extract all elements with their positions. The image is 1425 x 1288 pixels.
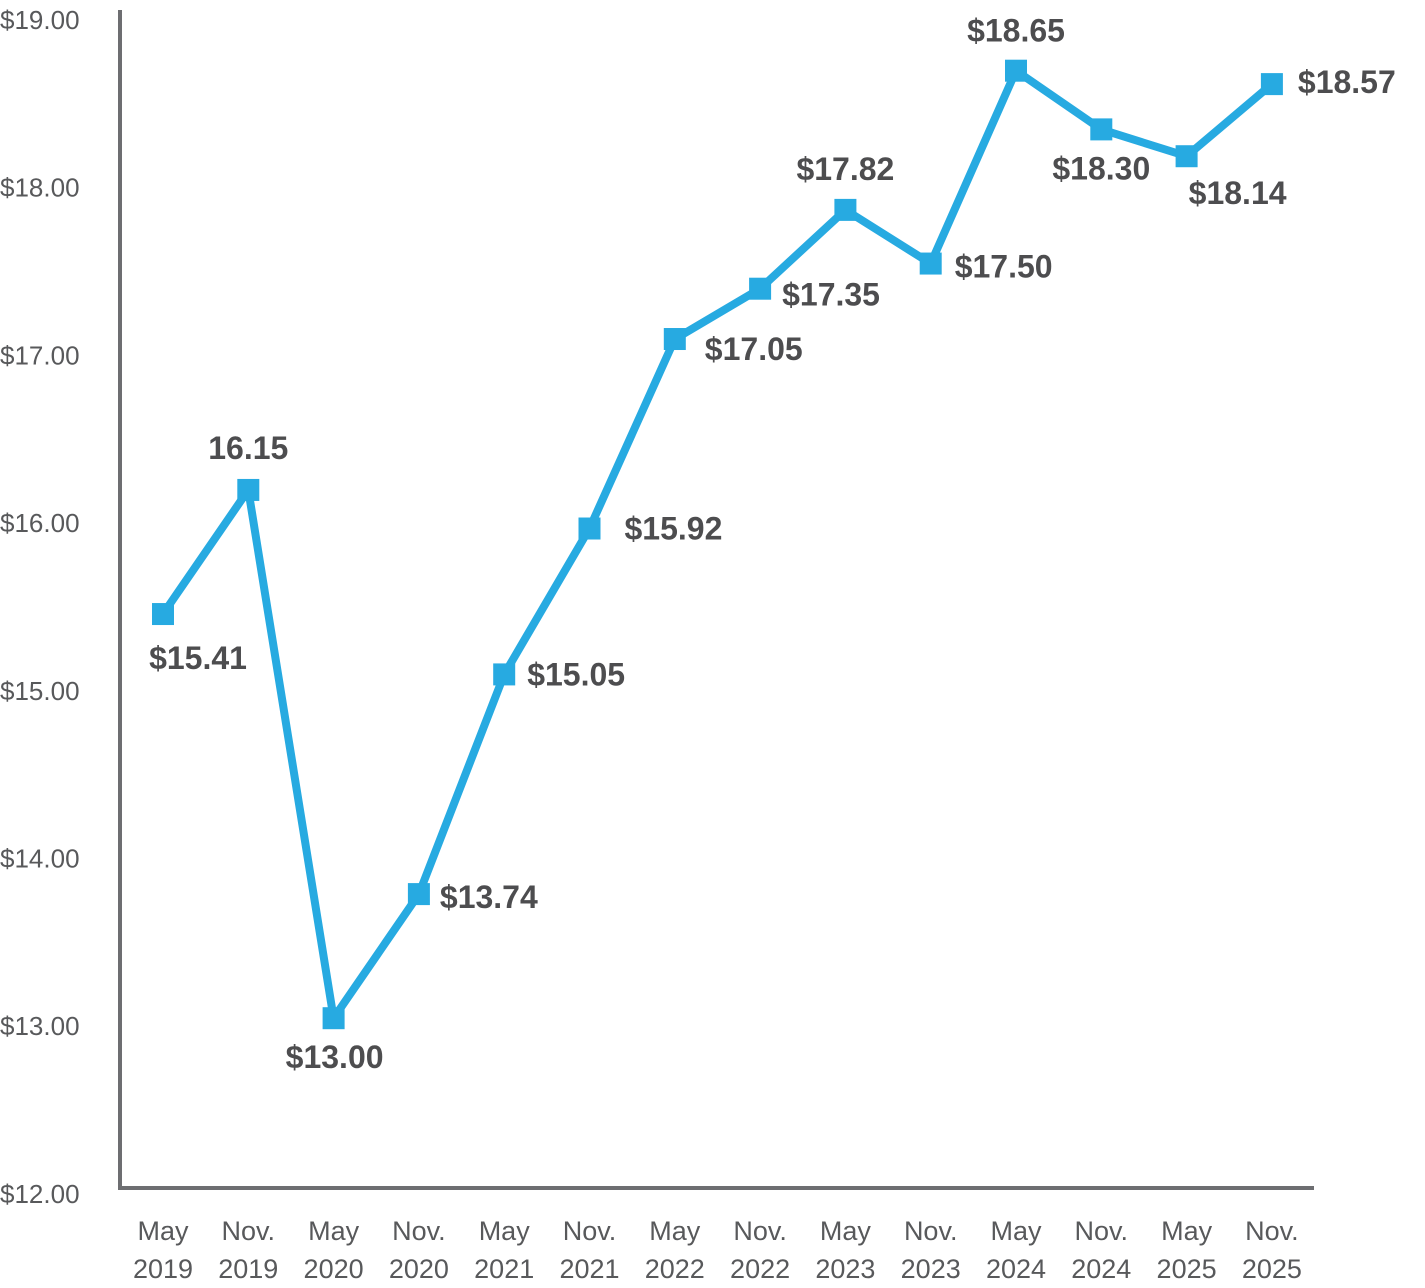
x-tick-label-year: 2022 [645,1254,705,1284]
data-point-marker [1090,118,1113,141]
x-tick-label-year: 2025 [1157,1254,1217,1284]
data-label: $17.50 [955,249,1053,285]
x-tick-label-month: May [308,1216,360,1246]
y-tick-label: $13.00 [0,1011,80,1041]
x-tick-label-month: Nov. [222,1216,276,1246]
data-label: $15.41 [149,640,247,676]
x-tick-label-month: May [479,1216,531,1246]
data-label: $18.30 [1052,150,1150,186]
x-tick-label-year: 2025 [1242,1254,1302,1284]
data-point-marker [663,328,686,351]
x-tick-label-month: May [1161,1216,1213,1246]
data-point-marker [749,277,772,300]
x-tick-label-month: Nov. [392,1216,446,1246]
data-point-marker [493,663,516,686]
x-tick-label-month: May [990,1216,1042,1246]
data-label: $15.92 [625,511,723,547]
data-point-marker [1175,145,1198,168]
y-tick-label: $14.00 [0,844,80,874]
data-point-marker [237,478,260,501]
data-label: $18.57 [1298,64,1396,100]
x-tick-label-year: 2020 [304,1254,364,1284]
data-point-marker [322,1007,345,1030]
data-point-marker [919,252,942,275]
x-tick-label-year: 2020 [389,1254,449,1284]
y-tick-label: $19.00 [0,5,80,35]
x-tick-label-year: 2024 [986,1254,1046,1284]
x-tick-label-year: 2023 [901,1254,961,1284]
data-point-marker [578,517,601,540]
data-label: $18.14 [1189,175,1287,211]
data-label: $15.05 [527,656,625,692]
x-tick-label-month: Nov. [563,1216,617,1246]
y-tick-label: $17.00 [0,340,80,370]
data-point-marker [407,883,430,906]
x-tick-label-month: May [649,1216,701,1246]
data-point-marker [1005,59,1027,82]
y-tick-label: $12.00 [0,1179,80,1209]
data-point-marker [834,198,857,221]
data-label: $13.74 [440,879,538,915]
data-label: 16.15 [208,430,288,466]
x-tick-label-month: Nov. [904,1216,958,1246]
data-label: $17.05 [705,331,803,367]
x-tick-label-year: 2019 [218,1254,278,1284]
x-tick-label-year: 2024 [1071,1254,1131,1284]
x-tick-label-year: 2021 [474,1254,534,1284]
x-tick-label-month: Nov. [1075,1216,1129,1246]
y-tick-label: $18.00 [0,173,80,203]
data-label: $17.82 [796,151,894,187]
y-tick-label: $16.00 [0,508,80,538]
x-tick-label-year: 2019 [133,1254,193,1284]
x-tick-label-year: 2022 [730,1254,790,1284]
data-label: $17.35 [782,277,880,313]
x-tick-label-month: May [137,1216,189,1246]
data-label: $18.65 [967,13,1065,49]
data-point-marker [152,603,174,626]
data-point-marker [1260,73,1283,96]
data-label: $13.00 [286,1039,384,1075]
x-tick-label-year: 2023 [815,1254,875,1284]
y-tick-label: $15.00 [0,676,80,706]
x-tick-label-month: Nov. [1245,1216,1299,1246]
x-tick-label-year: 2021 [559,1254,619,1284]
x-tick-label-month: Nov. [733,1216,787,1246]
series-line [159,66,1275,1023]
x-tick-label-month: May [820,1216,872,1246]
